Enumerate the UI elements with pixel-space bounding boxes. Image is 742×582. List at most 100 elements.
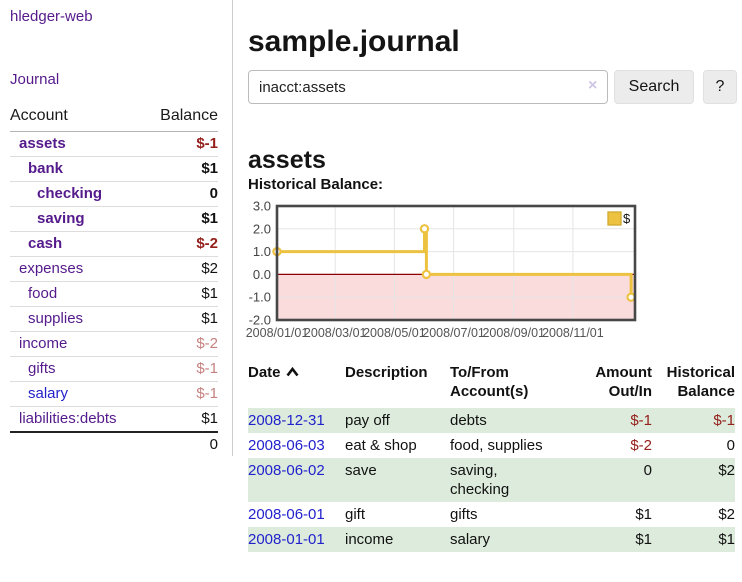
account-balance: $1 [144, 156, 218, 182]
transactions-table: Date Description To/From Account(s) Amou… [248, 360, 735, 552]
account-link-income[interactable]: income [19, 335, 68, 352]
account-link-assets[interactable]: assets [19, 135, 66, 152]
account-balance: $1 [144, 281, 218, 307]
account-link-gifts[interactable]: gifts [28, 360, 56, 377]
transaction-row: 2008-06-02 save saving, checking 0 $2 [248, 458, 735, 502]
y-tick-label: 0.0 [253, 267, 271, 282]
account-link-checking[interactable]: checking [37, 185, 103, 202]
transaction-accounts: debts [450, 408, 555, 433]
account-balance: $-1 [144, 356, 218, 382]
y-tick-label: 1.0 [253, 244, 271, 259]
account-balance: 0 [144, 181, 218, 207]
transaction-description: save [345, 458, 450, 502]
account-balance: $-2 [144, 331, 218, 357]
transaction-date-link[interactable]: 2008-06-02 [248, 462, 325, 479]
account-link-liabilities-debts[interactable]: liabilities:debts [19, 410, 117, 427]
x-tick-label: 2008/01/01 [246, 326, 309, 340]
account-balance: $2 [144, 256, 218, 282]
chart-title: Historical Balance: [248, 176, 384, 193]
search-button[interactable]: Search [614, 70, 694, 104]
account-link-bank[interactable]: bank [28, 160, 64, 177]
transaction-description: gift [345, 506, 366, 523]
y-tick-label: 2.0 [253, 221, 271, 236]
account-row: supplies $1 [10, 306, 218, 332]
account-link-supplies[interactable]: supplies [28, 310, 84, 327]
accounts-table-header: Account Balance [10, 104, 218, 132]
transactions-header-row: Date Description To/From Account(s) Amou… [248, 360, 735, 408]
transaction-row: 2008-01-01 income salary $1 $1 [248, 527, 735, 552]
transaction-row: 2008-06-03 eat & shop food, supplies $-2 0 [248, 433, 735, 458]
transaction-accounts: salary [450, 527, 555, 552]
legend-label: $ [623, 211, 631, 226]
transaction-description: eat & shop [345, 437, 417, 454]
x-tick-label: 2008/05/01 [363, 326, 426, 340]
transaction-date-link[interactable]: 2008-01-01 [248, 531, 325, 548]
transaction-row: 2008-06-01 gift gifts $1 $2 [248, 502, 735, 527]
account-balance: $1 [144, 306, 218, 332]
account-row: expenses $2 [10, 256, 218, 282]
search-input[interactable] [248, 70, 608, 104]
transaction-description: pay off [345, 408, 450, 433]
historical-balance-chart: $3.0 2.0 1.0 0.0 -1.0 -2.02008/01/012008/03/0… [246, 199, 637, 340]
account-balance: $1 [144, 206, 218, 232]
transaction-balance: $1 [652, 527, 735, 552]
account-row: saving $1 [10, 206, 218, 232]
account-row: income $-2 [10, 331, 218, 357]
y-tick-label: -1.0 [249, 290, 271, 305]
transaction-accounts: gifts [450, 506, 478, 523]
description-column-header: Description [345, 364, 428, 381]
account-row: food $1 [10, 281, 218, 307]
sidebar: hledger-web Journal Account Balance asse… [0, 0, 233, 456]
transaction-amount: $-2 [630, 437, 652, 454]
accounts-total-row: 0 [10, 432, 218, 457]
legend-swatch [607, 211, 622, 226]
plot-border [275, 204, 637, 322]
account-balance: $1 [144, 406, 218, 433]
date-column-header[interactable]: Date [248, 360, 345, 408]
account-link-cash[interactable]: cash [28, 235, 63, 252]
transaction-balance: $-1 [652, 408, 735, 433]
account-balance: $-1 [144, 381, 218, 407]
account-link-food[interactable]: food [28, 285, 58, 302]
transaction-amount: 0 [555, 458, 652, 502]
accounts-table: Account Balance assets $-1 bank $1 checking 0… [10, 104, 218, 457]
sort-ascending-icon [285, 363, 299, 382]
x-tick-label: 2008/09/01 [482, 326, 545, 340]
account-row: gifts $-1 [10, 356, 218, 382]
y-tick-label: -2.0 [249, 313, 271, 328]
transaction-date-link[interactable]: 2008-06-03 [248, 437, 325, 454]
search-help-button[interactable]: ? [703, 70, 737, 104]
account-link-salary[interactable]: salary [28, 385, 69, 402]
data-point [421, 269, 432, 280]
transaction-balance: $2 [652, 458, 735, 502]
account-balance: $-2 [144, 231, 218, 257]
balance-column-header: Balance [144, 104, 218, 132]
account-row: salary $-1 [10, 381, 218, 407]
account-row: bank $1 [10, 156, 218, 182]
transaction-description: income [345, 527, 450, 552]
transaction-date-link[interactable]: 2008-12-31 [248, 412, 325, 429]
amount-column-header: Amount Out/In [595, 364, 652, 400]
accounts-column-header: To/From Account(s) [450, 364, 529, 400]
transaction-amount: $1 [555, 527, 652, 552]
account-balance: $-1 [144, 131, 218, 157]
transaction-balance: $2 [718, 506, 735, 523]
transaction-accounts: saving, checking [450, 458, 555, 502]
app-brand-link[interactable]: hledger-web [10, 8, 93, 25]
balance-column-header: Historical Balance [666, 364, 735, 400]
accounts-column-header: Account [10, 104, 145, 132]
accounts-total-value: 0 [209, 436, 218, 453]
transaction-amount: $1 [635, 506, 652, 523]
account-row: cash $-2 [10, 231, 218, 257]
sidebar-item-journal[interactable]: Journal [10, 71, 60, 88]
transaction-amount: $-1 [555, 408, 652, 433]
account-heading: assets [248, 145, 326, 174]
transaction-balance: 0 [726, 437, 735, 454]
account-link-saving[interactable]: saving [37, 210, 85, 227]
clear-search-icon[interactable]: × [588, 77, 598, 94]
data-point [626, 292, 636, 302]
transaction-date-link[interactable]: 2008-06-01 [248, 506, 325, 523]
account-link-expenses[interactable]: expenses [19, 260, 84, 277]
page-title: sample.journal [248, 25, 460, 59]
x-tick-label: 2008/07/01 [422, 326, 485, 340]
